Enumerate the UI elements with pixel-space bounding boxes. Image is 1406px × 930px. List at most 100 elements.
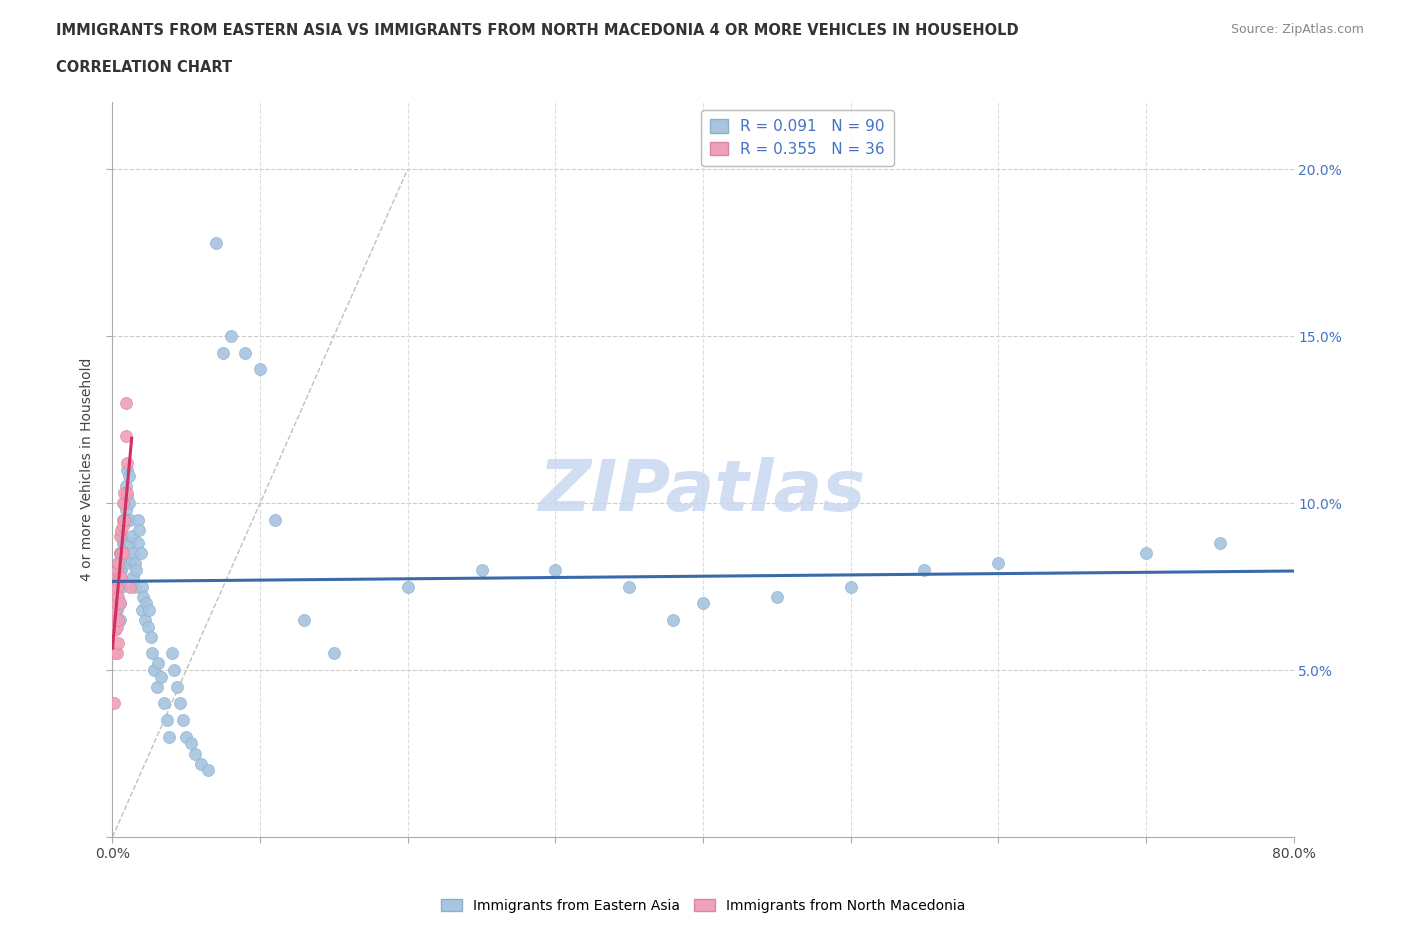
Point: [205, 235, 228, 250]
Point: [136, 619, 159, 634]
Point: [105, 619, 128, 634]
Point: [134, 613, 156, 628]
Point: [121, 529, 143, 544]
Point: [108, 546, 131, 561]
Point: [104, 569, 127, 584]
Text: ZIPatlas: ZIPatlas: [540, 458, 866, 526]
Point: [107, 569, 129, 584]
Point: [104, 586, 127, 601]
Point: [141, 645, 163, 660]
Point: [128, 523, 150, 538]
Text: CORRELATION CHART: CORRELATION CHART: [56, 60, 232, 75]
Point: [987, 556, 1010, 571]
Point: [131, 603, 153, 618]
Point: [110, 546, 132, 561]
Point: [108, 569, 131, 584]
Point: [127, 536, 149, 551]
Point: [108, 529, 131, 544]
Point: [107, 556, 129, 571]
Point: [323, 645, 346, 660]
Point: [110, 529, 132, 544]
Point: [138, 603, 160, 618]
Point: [132, 589, 155, 604]
Point: [174, 729, 197, 744]
Point: [184, 746, 207, 761]
Point: [103, 579, 125, 594]
Point: [127, 512, 149, 527]
Point: [292, 613, 315, 628]
Point: [107, 573, 129, 588]
Point: [117, 512, 138, 527]
Point: [122, 546, 145, 561]
Point: [172, 712, 194, 727]
Point: [249, 362, 271, 377]
Point: [111, 496, 134, 511]
Point: [166, 679, 188, 694]
Point: [110, 579, 132, 594]
Point: [110, 546, 132, 561]
Point: [108, 596, 131, 611]
Point: [111, 512, 134, 527]
Point: [103, 569, 125, 584]
Point: [108, 596, 131, 611]
Point: [105, 596, 128, 611]
Point: [103, 613, 125, 628]
Point: [396, 579, 419, 594]
Point: [117, 485, 138, 500]
Point: [153, 696, 176, 711]
Point: [120, 512, 142, 527]
Point: [112, 512, 135, 527]
Point: [129, 546, 152, 561]
Point: [124, 556, 146, 571]
Point: [112, 536, 135, 551]
Point: [150, 670, 173, 684]
Point: [212, 345, 235, 360]
Point: [108, 613, 131, 628]
Point: [118, 469, 141, 484]
Point: [110, 523, 132, 538]
Point: [125, 563, 148, 578]
Point: [112, 485, 135, 500]
Point: [107, 556, 129, 571]
Point: [156, 712, 179, 727]
Point: [131, 579, 153, 594]
Point: [160, 645, 183, 660]
Point: [108, 546, 131, 561]
Point: [139, 630, 162, 644]
Point: [111, 519, 134, 534]
Point: [105, 579, 128, 594]
Point: [105, 603, 128, 618]
Y-axis label: 4 or more Vehicles in Household: 4 or more Vehicles in Household: [80, 358, 94, 581]
Point: [111, 536, 134, 551]
Point: [124, 579, 146, 594]
Point: [121, 552, 143, 567]
Point: [107, 613, 129, 628]
Point: [112, 512, 135, 527]
Point: [157, 729, 180, 744]
Point: [219, 328, 242, 343]
Point: [112, 496, 135, 511]
Point: [107, 589, 129, 604]
Point: [114, 429, 136, 444]
Point: [103, 696, 125, 711]
Point: [110, 569, 132, 584]
Point: [1135, 546, 1157, 561]
Point: [233, 345, 256, 360]
Point: [264, 512, 287, 527]
Point: [619, 579, 641, 594]
Point: [110, 563, 132, 578]
Point: [766, 589, 789, 604]
Point: [111, 556, 134, 571]
Point: [662, 613, 685, 628]
Point: [117, 489, 138, 504]
Point: [142, 662, 165, 677]
Point: [120, 536, 142, 551]
Point: [105, 645, 128, 660]
Point: [117, 456, 138, 471]
Point: [190, 756, 212, 771]
Point: [692, 596, 714, 611]
Point: [148, 656, 170, 671]
Point: [114, 502, 136, 517]
Point: [163, 662, 186, 677]
Point: [104, 622, 127, 637]
